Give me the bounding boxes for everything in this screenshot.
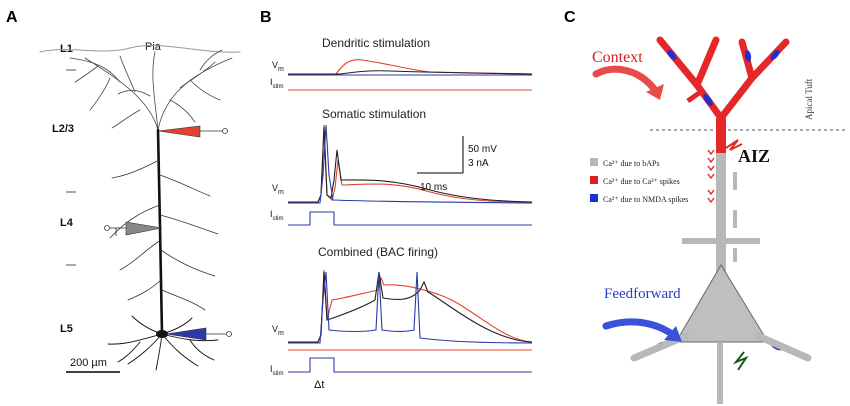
ca-spike-marker (686, 89, 703, 104)
delta-t-label: Δt (314, 379, 324, 391)
apical-tuft-label: Apical Tuft (804, 78, 814, 120)
panel-a: A Pia L1 L2/3 L4 L5 (6, 9, 241, 373)
trace-bac-blue (288, 271, 533, 344)
layer-label-l1: L1 (60, 43, 73, 55)
scale-na-label: 3 nA (468, 158, 489, 169)
trace-dendritic-red (288, 59, 533, 75)
scale-mv-label: 50 mV (468, 144, 497, 155)
bap-marks (733, 172, 737, 262)
axon-bolt (732, 351, 749, 371)
legend-swatch-bap (590, 158, 598, 166)
somatic-traces (288, 124, 533, 226)
istim-label-1: Istim (270, 77, 284, 90)
istim-label-2: Istim (270, 209, 284, 222)
layer-boundary-ticks (66, 69, 76, 266)
trace-bac-istim-somatic (288, 357, 532, 373)
oblique-dendrite (682, 238, 760, 244)
scale-bars-b (417, 136, 464, 174)
apical-trunk-grey (716, 153, 726, 273)
feedforward-arrow (602, 318, 676, 338)
scale-ms-label: 10 ms (420, 182, 447, 193)
dendritic-traces (288, 59, 533, 91)
axon (717, 342, 723, 404)
legend-text-nmda: Ca²⁺ due to NMDA spikes (603, 195, 688, 204)
soma (675, 264, 769, 343)
legend-swatch-nmda (590, 194, 598, 202)
layer-label-l4: L4 (60, 217, 74, 229)
bac-traces (288, 269, 533, 373)
electrode-somatic (165, 327, 232, 341)
panel-b-letter: B (260, 9, 272, 26)
context-arrow (592, 65, 659, 94)
aiz-label: AIZ (738, 146, 770, 166)
legend: Ca²⁺ due to bAPs Ca²⁺ due to Ca²⁺ spikes… (590, 158, 688, 204)
title-bac-firing: Combined (BAC firing) (318, 245, 438, 259)
trace-somatic-black (288, 126, 533, 203)
apical-tuft-branches (656, 36, 790, 122)
legend-text-ca-spike: Ca²⁺ due to Ca²⁺ spikes (603, 177, 680, 186)
context-arrow-head (646, 84, 664, 100)
panel-b: B Dendritic stimulation Vm Istim Somatic… (260, 9, 533, 391)
legend-text-bap: Ca²⁺ due to bAPs (603, 159, 660, 168)
panel-c: C Context Apical (564, 9, 848, 404)
electrode-oblique (104, 221, 163, 236)
feedforward-label: Feedforward (604, 286, 681, 302)
vm-label-2: Vm (272, 183, 284, 196)
panel-a-letter: A (6, 9, 18, 26)
electrode-dendritic (157, 125, 228, 138)
pia-label: Pia (145, 41, 162, 53)
panel-c-letter: C (564, 9, 576, 26)
pyramidal-neuron-morphology (39, 45, 241, 371)
trace-somatic-istim (288, 211, 532, 226)
ca-spike-chevrons (707, 149, 715, 204)
trace-somatic-blue (288, 124, 533, 204)
layer-label-l5: L5 (60, 323, 73, 335)
legend-swatch-ca-spike (590, 176, 598, 184)
vm-label-3: Vm (272, 324, 284, 337)
trace-bac-black (288, 271, 533, 343)
aiz-bolt (725, 139, 743, 151)
vm-label-1: Vm (272, 60, 284, 73)
apical-trunk-red (716, 118, 726, 153)
feedforward-arrow-head (664, 326, 682, 342)
trace-dendritic-black (288, 70, 533, 75)
trace-somatic-red (288, 124, 533, 203)
layer-label-l23: L2/3 (52, 123, 74, 135)
trace-bac-red (288, 269, 533, 343)
istim-label-3: Istim (270, 364, 284, 377)
title-somatic-stimulation: Somatic stimulation (322, 107, 426, 121)
context-label: Context (592, 49, 643, 66)
scale-bar-label: 200 µm (70, 357, 107, 369)
title-dendritic-stimulation: Dendritic stimulation (322, 36, 430, 50)
